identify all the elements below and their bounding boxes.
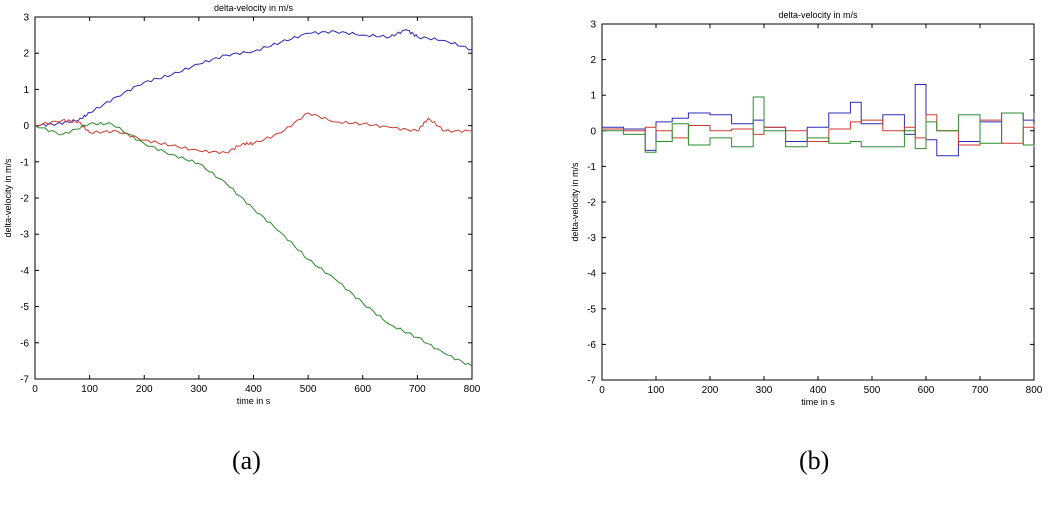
plot-frame-b bbox=[601, 23, 1035, 381]
y-axis-label-b: delta-velocity in m/s bbox=[570, 162, 580, 242]
y-tick-label-b--3: -3 bbox=[587, 233, 596, 244]
y-tick-label-b--2: -2 bbox=[587, 198, 596, 209]
x-tick-label-b-600: 600 bbox=[918, 385, 935, 396]
y-tick-label-b-3: 3 bbox=[590, 20, 596, 31]
x-tick-label-a-100: 100 bbox=[81, 384, 98, 395]
caption-b: (b) bbox=[799, 446, 830, 475]
y-tick-label-a--5: -5 bbox=[20, 302, 29, 313]
y-tick-label-a--3: -3 bbox=[20, 230, 29, 241]
y-tick-label-b-0: 0 bbox=[590, 126, 596, 137]
y-tick-label-a--4: -4 bbox=[20, 266, 29, 277]
y-tick-label-a-0: 0 bbox=[23, 121, 29, 132]
y-axis-label-a: delta-velocity in m/s bbox=[3, 158, 13, 238]
y-tick-label-a-3: 3 bbox=[23, 13, 29, 24]
series-line-a-green bbox=[34, 121, 473, 367]
chart-a: 0 100 200 300 400 500 600 700 800 -7 -6 -5 -4 -3 -2 -1 0… bbox=[3, 3, 481, 406]
x-tick-label-a-800: 800 bbox=[464, 384, 481, 395]
x-tick-label-a-0: 0 bbox=[32, 384, 38, 395]
y-tick-label-b--6: -6 bbox=[587, 340, 596, 351]
x-tick-label-b-100: 100 bbox=[648, 385, 665, 396]
series-line-a-blue bbox=[34, 29, 473, 127]
y-tick-label-b--4: -4 bbox=[587, 269, 596, 280]
y-tick-label-b-1: 1 bbox=[590, 91, 596, 102]
x-tick-label-b-400: 400 bbox=[810, 385, 827, 396]
x-tick-label-a-300: 300 bbox=[191, 384, 208, 395]
chart-b: 0 100 200 300 400 500 600 700 800 -7 -6 -5 -4 -3 -2 -1 0… bbox=[570, 10, 1043, 407]
y-tick-label-b--7: -7 bbox=[587, 376, 596, 387]
y-tick-label-a--6: -6 bbox=[20, 338, 29, 349]
x-axis-label-a: time in s bbox=[237, 396, 271, 406]
x-tick-label-b-500: 500 bbox=[864, 385, 881, 396]
y-tick-label-b-2: 2 bbox=[590, 55, 596, 66]
x-tick-label-b-800: 800 bbox=[1026, 385, 1043, 396]
y-tick-label-a--7: -7 bbox=[20, 375, 29, 386]
y-tick-label-b--5: -5 bbox=[587, 304, 596, 315]
x-axis-label-b: time in s bbox=[801, 397, 835, 407]
caption-a: (a) bbox=[232, 446, 261, 475]
x-tick-label-a-600: 600 bbox=[354, 384, 371, 395]
x-tick-label-b-0: 0 bbox=[599, 385, 605, 396]
series-line-b-green bbox=[602, 96, 1035, 153]
chart-title-a: delta-velocity in m/s bbox=[214, 3, 294, 13]
x-tick-label-b-200: 200 bbox=[702, 385, 719, 396]
y-tick-label-b--1: -1 bbox=[587, 162, 596, 173]
y-tick-label-a--1: -1 bbox=[20, 157, 29, 168]
y-tick-label-a--2: -2 bbox=[20, 194, 29, 205]
y-tick-label-a-1: 1 bbox=[23, 85, 29, 96]
series-line-b-red bbox=[602, 114, 1035, 146]
y-tick-label-a-2: 2 bbox=[23, 49, 29, 60]
x-tick-label-a-200: 200 bbox=[136, 384, 153, 395]
x-tick-label-b-700: 700 bbox=[972, 385, 989, 396]
plot-frame-a bbox=[34, 16, 473, 380]
x-tick-label-a-700: 700 bbox=[409, 384, 426, 395]
x-tick-label-a-500: 500 bbox=[300, 384, 317, 395]
x-tick-label-b-300: 300 bbox=[756, 385, 773, 396]
x-tick-label-a-400: 400 bbox=[245, 384, 262, 395]
chart-title-b: delta-velocity in m/s bbox=[778, 10, 858, 20]
series-line-a-red bbox=[34, 112, 473, 155]
